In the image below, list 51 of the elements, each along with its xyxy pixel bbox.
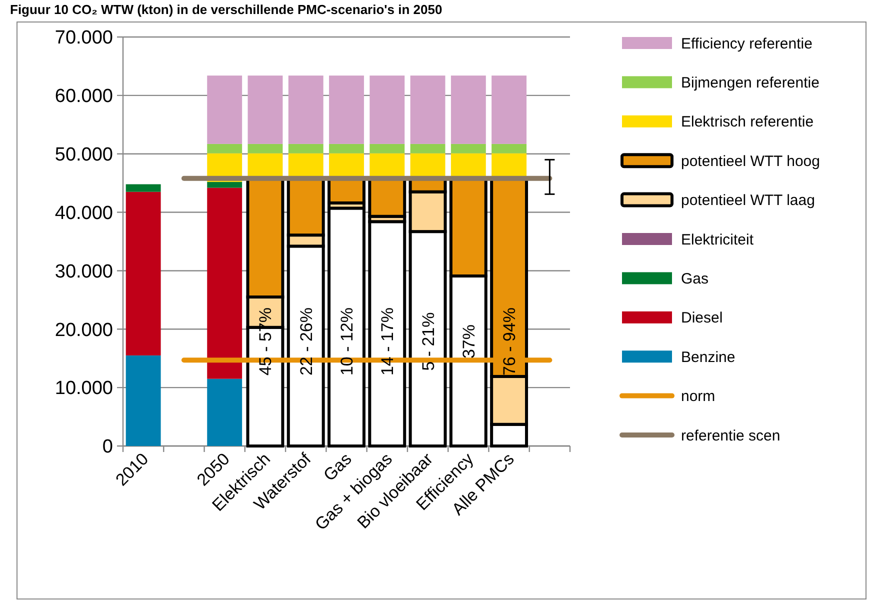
bar [207, 378, 242, 446]
y-tick-label: 0 [102, 436, 113, 458]
bar [492, 144, 527, 154]
bar [329, 144, 364, 154]
y-tick-label: 10.000 [54, 378, 113, 400]
annotation: 37% [459, 324, 478, 359]
annotation: 14 - 17% [378, 307, 398, 376]
bar [370, 76, 405, 144]
annotation: 76 - 94% [500, 307, 520, 376]
bar [328, 206, 366, 448]
y-tick-label: 60.000 [54, 86, 113, 108]
bar [410, 76, 446, 144]
bar [492, 76, 527, 144]
legend-label: norm [681, 388, 716, 406]
bar [248, 144, 283, 154]
bar [450, 76, 486, 144]
bar [248, 76, 283, 144]
bar [368, 220, 406, 448]
y-tick-label: 20.000 [54, 320, 113, 341]
legend-label: Gas [681, 270, 709, 288]
bar [288, 144, 324, 154]
bar [329, 76, 364, 144]
y-tick-label: 30.000 [54, 261, 113, 282]
legend-label: Elektriciteit [681, 231, 754, 248]
legend-label: potentieel WTT hoog [681, 152, 820, 170]
annotation: 22 - 26% [296, 307, 316, 376]
bar [288, 76, 324, 144]
y-tick-label: 40.000 [54, 202, 113, 224]
bar [207, 188, 242, 379]
legend-label: Benzine [681, 348, 736, 366]
bar [410, 144, 446, 154]
chart-title: Figuur 10 CO₂ WTW (kton) in de verschillende PMC-scenario's in 2050 [10, 2, 442, 17]
legend-label: Elektrisch referentie [681, 114, 814, 131]
bar [207, 144, 242, 154]
bar [126, 192, 161, 356]
legend-label: Efficiency referentie [681, 35, 812, 52]
y-tick-label: 50.000 [54, 144, 113, 166]
legend-label: Diesel [681, 310, 723, 327]
bar [126, 184, 161, 192]
bar [126, 355, 161, 446]
legend-label: Bijmengen referentie [681, 74, 820, 92]
legend-label: referentie scen [681, 427, 780, 444]
annotation: 10 - 12% [338, 307, 356, 376]
bar [207, 182, 242, 188]
legend-label: potentieel WTT laag [681, 192, 815, 210]
bar [207, 76, 242, 144]
y-tick-label: 70.000 [54, 28, 113, 49]
annotation: 5 - 21% [418, 312, 438, 371]
bar [370, 144, 405, 154]
bar [450, 144, 486, 154]
x-tick-label: Gas [320, 449, 356, 485]
